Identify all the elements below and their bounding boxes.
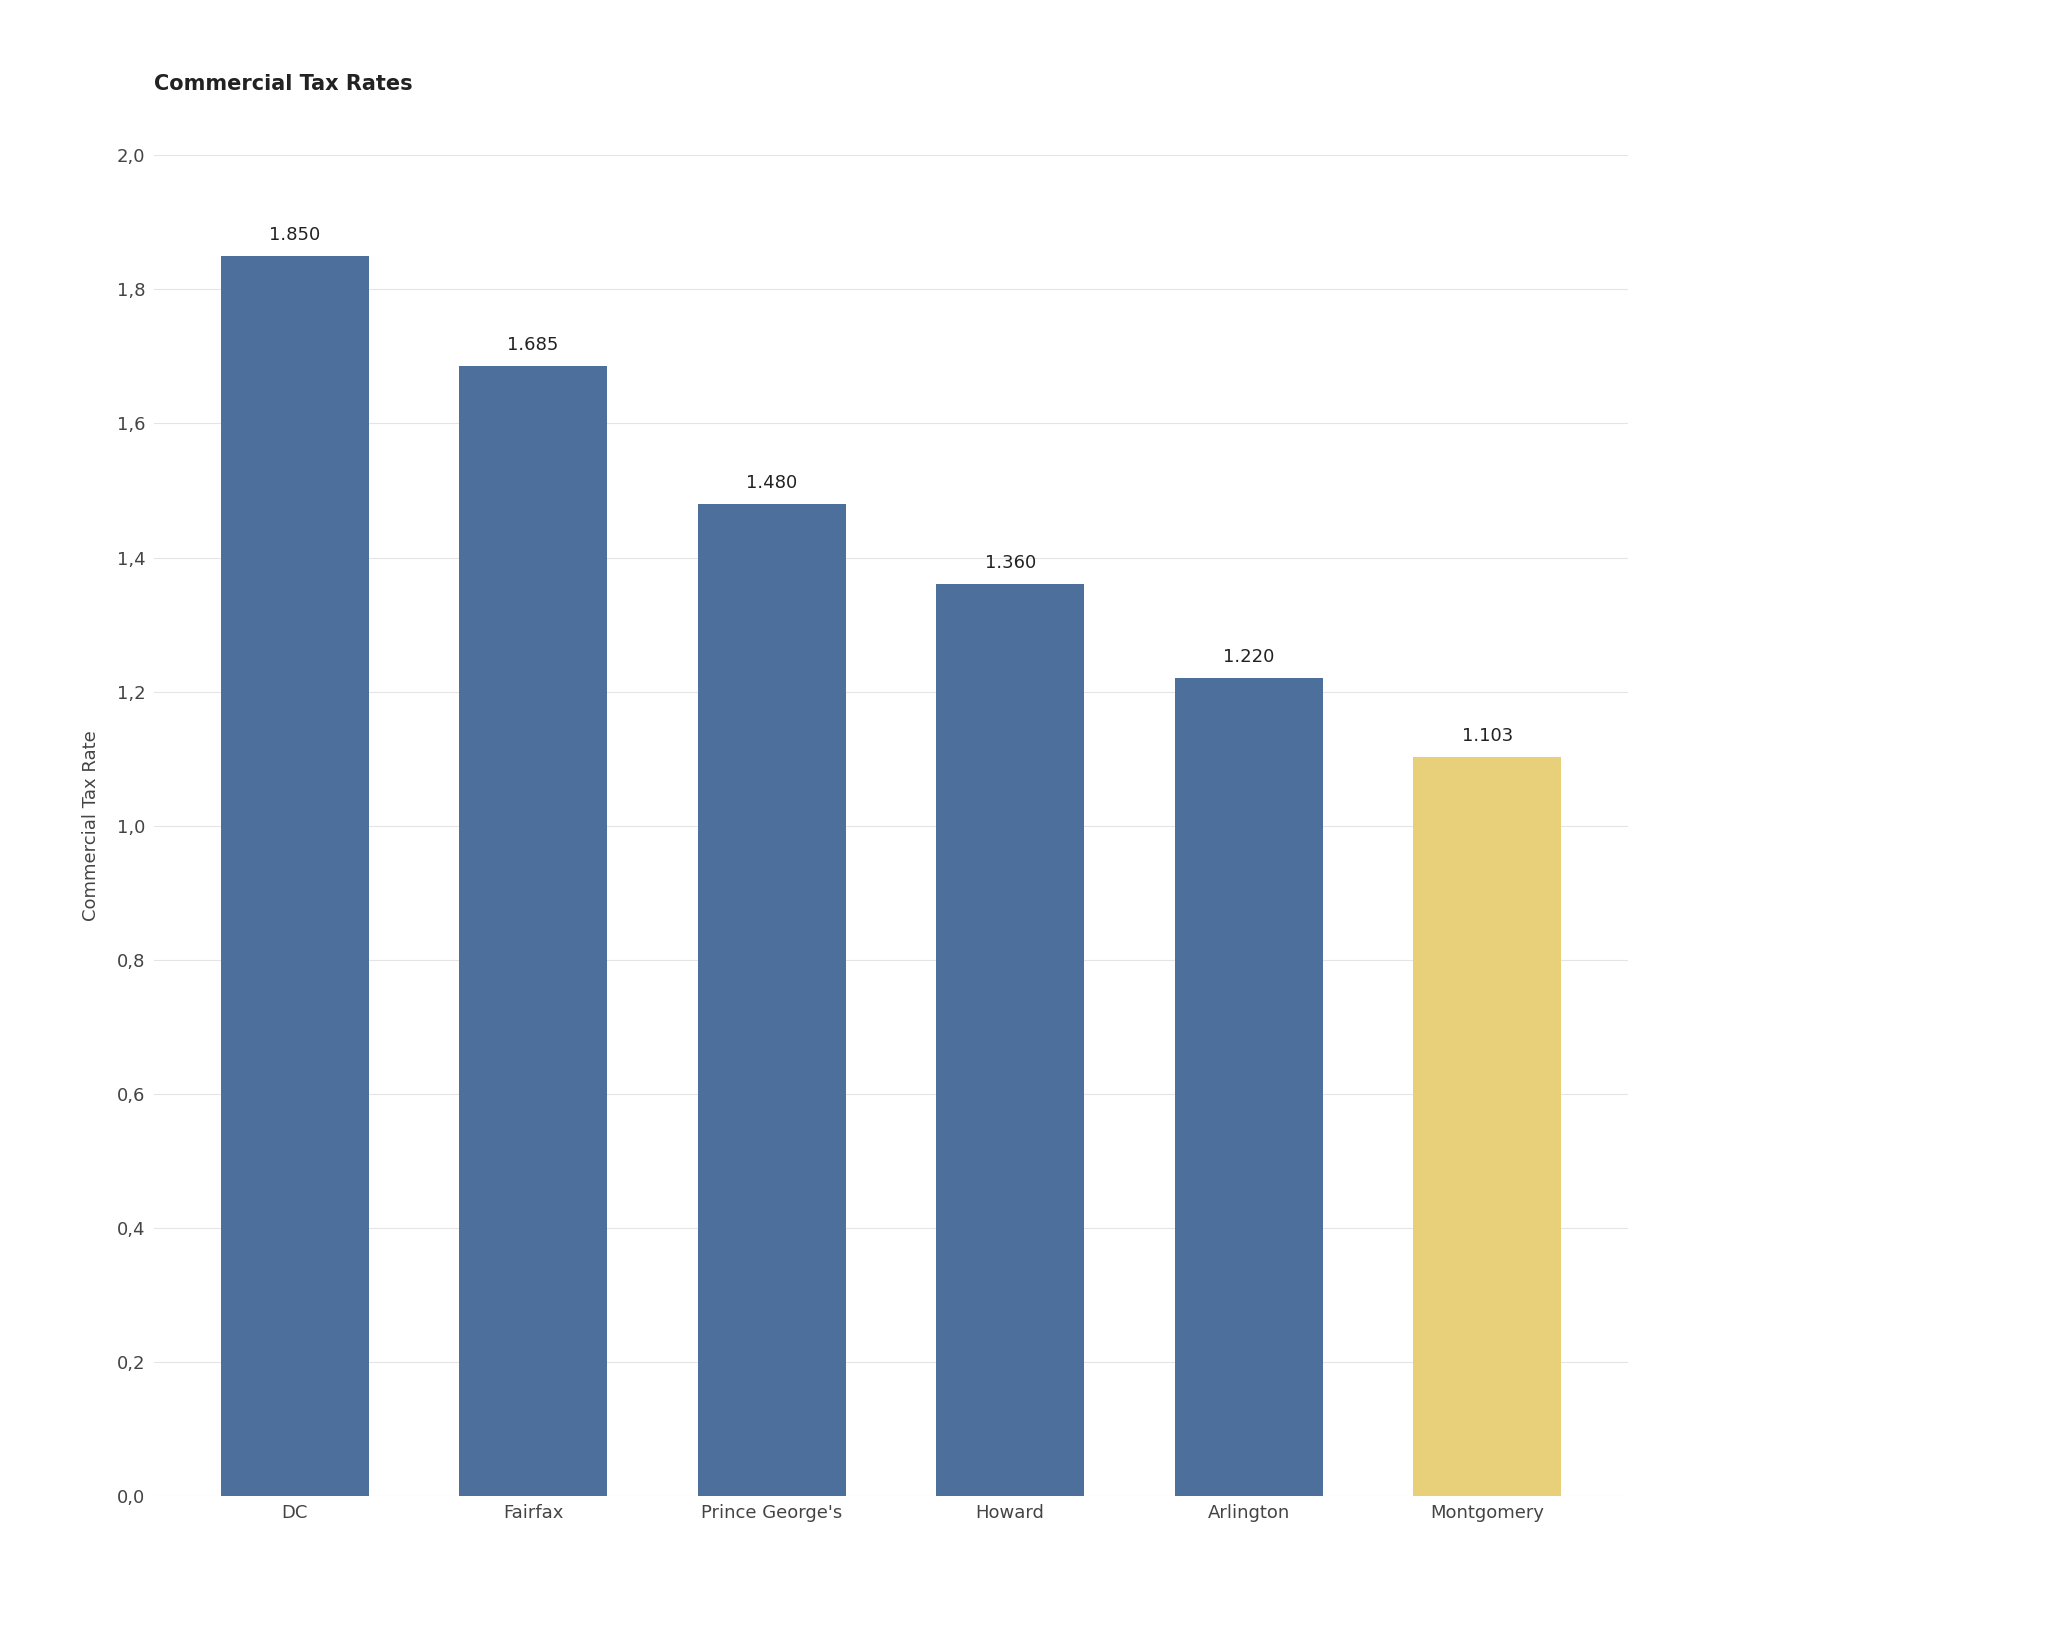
Text: 1.103: 1.103 bbox=[1462, 726, 1513, 744]
Text: 1.220: 1.220 bbox=[1223, 647, 1274, 665]
Text: 1.685: 1.685 bbox=[508, 337, 559, 355]
Text: Commercial Tax Rates: Commercial Tax Rates bbox=[154, 74, 412, 93]
Bar bbox=[1413, 757, 1561, 1496]
Y-axis label: Commercial Tax Rate: Commercial Tax Rate bbox=[82, 731, 100, 921]
Bar bbox=[936, 584, 1083, 1496]
Bar bbox=[1176, 679, 1323, 1496]
Text: 1.480: 1.480 bbox=[745, 474, 797, 492]
Text: 1.360: 1.360 bbox=[985, 554, 1036, 572]
Text: 1.850: 1.850 bbox=[268, 226, 319, 244]
Bar bbox=[459, 366, 606, 1496]
Bar bbox=[698, 504, 846, 1496]
Bar bbox=[221, 257, 369, 1496]
